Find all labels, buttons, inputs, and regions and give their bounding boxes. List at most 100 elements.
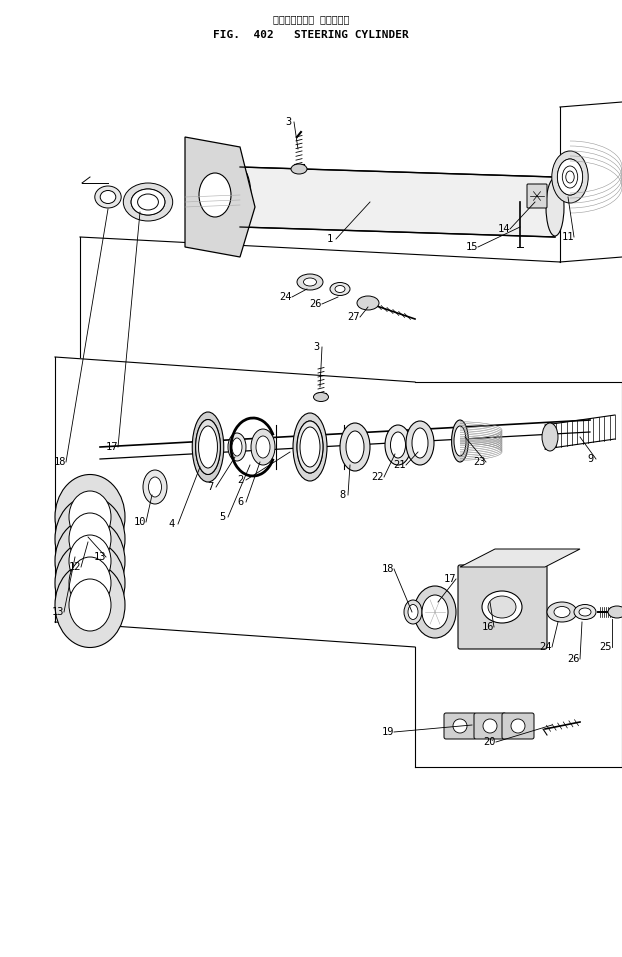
Ellipse shape (229, 167, 251, 227)
Polygon shape (240, 167, 555, 237)
Ellipse shape (196, 419, 220, 475)
Ellipse shape (422, 595, 448, 629)
Ellipse shape (192, 412, 224, 482)
Ellipse shape (313, 392, 328, 402)
Ellipse shape (566, 171, 574, 183)
Ellipse shape (304, 278, 317, 286)
FancyBboxPatch shape (474, 713, 506, 739)
Ellipse shape (131, 189, 165, 215)
Ellipse shape (406, 421, 434, 465)
Ellipse shape (55, 541, 125, 626)
Ellipse shape (297, 421, 323, 473)
Ellipse shape (454, 426, 466, 456)
Text: 24: 24 (540, 642, 552, 652)
Text: 8: 8 (339, 490, 345, 500)
Text: 19: 19 (382, 727, 394, 737)
Ellipse shape (199, 173, 231, 217)
Circle shape (483, 719, 497, 733)
Text: 13: 13 (94, 552, 106, 562)
Ellipse shape (574, 605, 596, 619)
Ellipse shape (256, 436, 270, 458)
Polygon shape (185, 137, 255, 257)
Ellipse shape (69, 579, 111, 631)
Ellipse shape (482, 591, 522, 623)
Ellipse shape (100, 190, 116, 204)
Ellipse shape (95, 186, 121, 208)
Ellipse shape (542, 423, 558, 451)
Ellipse shape (131, 189, 165, 215)
Ellipse shape (55, 563, 125, 648)
Text: 18: 18 (53, 457, 67, 467)
Ellipse shape (123, 183, 173, 221)
Ellipse shape (198, 426, 218, 468)
Text: 11: 11 (562, 232, 574, 242)
FancyBboxPatch shape (444, 713, 476, 739)
Text: 6: 6 (237, 497, 243, 507)
Ellipse shape (608, 606, 622, 618)
Text: 26: 26 (310, 299, 322, 309)
FancyBboxPatch shape (502, 713, 534, 739)
Text: 10: 10 (134, 517, 146, 527)
Ellipse shape (404, 600, 422, 624)
Text: 14: 14 (498, 224, 510, 234)
Text: 12: 12 (69, 562, 81, 572)
Ellipse shape (408, 605, 418, 619)
Ellipse shape (69, 491, 111, 543)
FancyBboxPatch shape (458, 565, 547, 649)
Text: 1: 1 (327, 234, 333, 244)
Ellipse shape (55, 519, 125, 604)
Ellipse shape (557, 159, 583, 195)
Text: 17: 17 (106, 442, 118, 452)
Ellipse shape (357, 296, 379, 310)
Text: 24: 24 (280, 292, 292, 302)
Ellipse shape (55, 475, 125, 560)
Ellipse shape (562, 166, 578, 188)
Ellipse shape (196, 419, 220, 475)
Text: FIG.  402   STEERING CYLINDER: FIG. 402 STEERING CYLINDER (213, 30, 409, 40)
Ellipse shape (335, 285, 345, 293)
Text: 9: 9 (587, 454, 593, 464)
Ellipse shape (69, 513, 111, 565)
Ellipse shape (579, 608, 591, 616)
Ellipse shape (452, 420, 468, 462)
Ellipse shape (391, 432, 406, 458)
Ellipse shape (143, 470, 167, 504)
Ellipse shape (552, 151, 588, 203)
Ellipse shape (546, 178, 564, 236)
Circle shape (453, 719, 467, 733)
Ellipse shape (562, 166, 578, 188)
Text: 25: 25 (600, 642, 612, 652)
Ellipse shape (412, 428, 428, 458)
Circle shape (511, 719, 525, 733)
Text: 21: 21 (394, 460, 406, 470)
Text: 26: 26 (568, 654, 580, 664)
Ellipse shape (547, 602, 577, 622)
Text: 27: 27 (348, 312, 360, 322)
Text: 13: 13 (52, 607, 64, 617)
FancyBboxPatch shape (527, 184, 547, 208)
Ellipse shape (414, 586, 456, 638)
Ellipse shape (297, 421, 323, 473)
Text: 18: 18 (382, 564, 394, 574)
Text: 7: 7 (207, 482, 213, 492)
Text: 2: 2 (237, 475, 243, 485)
Text: 17: 17 (443, 574, 457, 584)
Ellipse shape (340, 423, 370, 471)
Text: ステアリング・ シリンダ・: ステアリング・ シリンダ・ (273, 14, 349, 24)
Ellipse shape (149, 477, 162, 497)
Text: 5: 5 (219, 512, 225, 522)
Ellipse shape (297, 274, 323, 290)
Text: 3: 3 (313, 342, 319, 352)
Ellipse shape (385, 425, 411, 465)
Ellipse shape (291, 164, 307, 174)
Ellipse shape (330, 282, 350, 296)
Ellipse shape (300, 427, 320, 467)
Ellipse shape (69, 557, 111, 609)
Ellipse shape (293, 413, 327, 481)
Text: 4: 4 (169, 519, 175, 529)
Ellipse shape (488, 596, 516, 618)
Text: 15: 15 (466, 242, 478, 252)
Ellipse shape (55, 497, 125, 582)
Ellipse shape (228, 433, 246, 461)
Ellipse shape (137, 194, 159, 210)
